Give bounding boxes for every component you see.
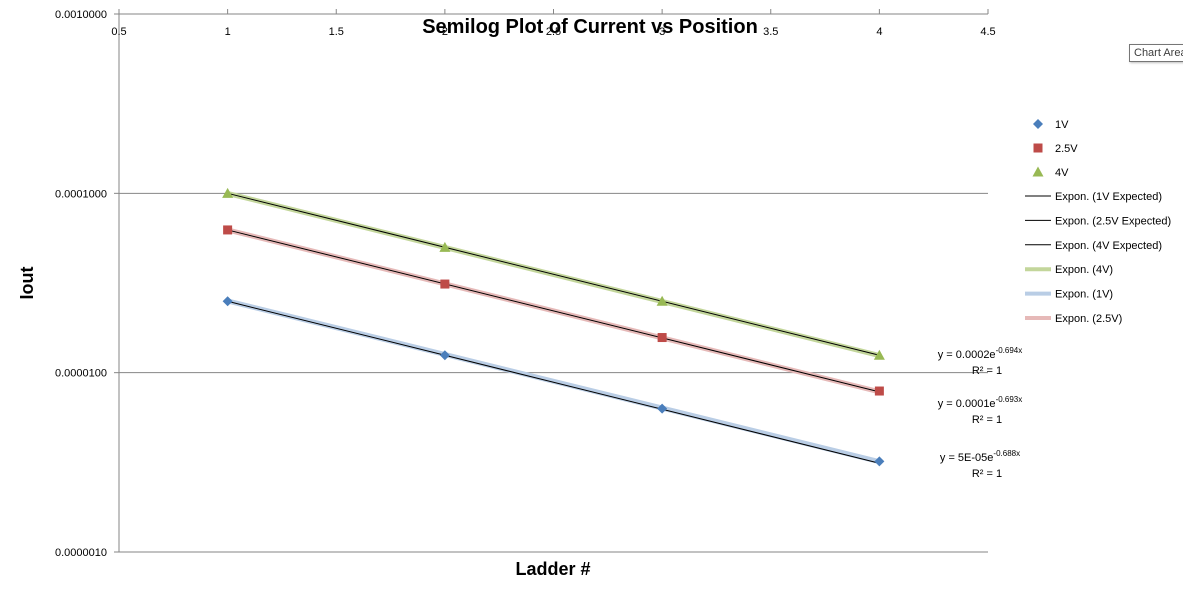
- data-point: [873, 349, 885, 360]
- y-tick-label: 0.0000100: [55, 368, 107, 380]
- data-point: [657, 333, 667, 343]
- y-tick-label: 0.0000010: [55, 547, 107, 559]
- trendline-equation: y = 0.0002e-0.694x: [938, 346, 1023, 361]
- data-point: [440, 279, 450, 289]
- data-point: [439, 350, 450, 361]
- legend-marker: [1032, 166, 1044, 177]
- legend-label: Expon. (1V Expected): [1055, 191, 1162, 203]
- legend: 1V 2.5V 4V Expon. (1V Expected) Expon. (2.5V…: [1025, 119, 1171, 325]
- legend-label: Expon. (2.5V): [1055, 313, 1122, 325]
- chart-title: Semilog Plot of Current vs Position: [422, 16, 758, 38]
- x-tick-label: 2: [442, 26, 448, 38]
- data-point: [222, 187, 234, 198]
- legend-label: Expon. (2.5V Expected): [1055, 215, 1171, 227]
- legend-label: Expon. (1V): [1055, 289, 1113, 301]
- gridlines: [119, 192, 988, 374]
- x-tick-label: 3: [659, 26, 665, 38]
- x-tick-label: 1: [225, 26, 231, 38]
- data-point: [657, 403, 668, 414]
- legend-label: 4V: [1055, 167, 1069, 179]
- x-tick-label: 4.5: [980, 26, 995, 38]
- x-tick-labels: 0.5 1 1.5 2 2.5 3 3.5 4 4.5: [111, 26, 995, 38]
- legend-label: 2.5V: [1055, 143, 1078, 155]
- legend-label: Expon. (4V Expected): [1055, 240, 1162, 252]
- legend-label: 1V: [1055, 119, 1069, 131]
- trendline: [227, 298, 880, 465]
- legend-label: Expon. (4V): [1055, 264, 1113, 276]
- trendlines: [227, 190, 880, 465]
- x-axis-title: Ladder #: [515, 559, 590, 579]
- data-point: [874, 456, 885, 467]
- y-tick-label: 0.0010000: [55, 9, 107, 21]
- x-tick-label: 1.5: [329, 26, 344, 38]
- axes: [114, 9, 989, 553]
- legend-marker: [1033, 143, 1043, 153]
- trendline-equations: y = 0.0002e-0.694x R² = 1 y = 0.0001e-0.69…: [938, 346, 1023, 480]
- x-tick-label: 0.5: [111, 26, 126, 38]
- trendline: [227, 300, 880, 464]
- chart-area-tooltip: Chart Area: [1129, 44, 1183, 62]
- data-point: [222, 296, 233, 307]
- trendline: [227, 229, 880, 393]
- trendline-r-squared: R² = 1: [972, 365, 1002, 377]
- y-axis-title: Iout: [17, 267, 37, 300]
- y-tick-label: 0.0001000: [55, 188, 107, 200]
- x-tick-label: 4: [876, 26, 882, 38]
- data-point: [439, 241, 451, 252]
- trendline-r-squared: R² = 1: [972, 468, 1002, 480]
- data-point: [874, 386, 884, 396]
- data-point: [656, 295, 668, 306]
- x-tick-label: 2.5: [546, 26, 561, 38]
- trendline: [227, 192, 880, 356]
- x-tick-label: 3.5: [763, 26, 778, 38]
- legend-marker: [1033, 119, 1043, 129]
- data-points: [222, 187, 885, 467]
- data-point: [223, 225, 233, 235]
- trendline-r-squared: R² = 1: [972, 414, 1002, 426]
- y-tick-labels: 0.0010000 0.0001000 0.0000100 0.0000010: [55, 9, 107, 559]
- trendline-equation: y = 0.0001e-0.693x: [938, 395, 1023, 410]
- trendline-equation: y = 5E-05e-0.688x: [940, 449, 1020, 464]
